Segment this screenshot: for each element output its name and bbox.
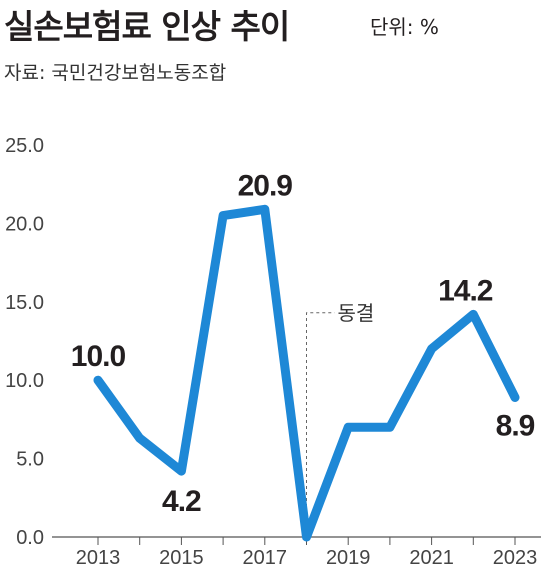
y-tick-label: 20.0 [5,213,44,235]
data-label: 20.9 [238,169,293,202]
x-tick-label: 2015 [159,547,204,569]
y-tick-label: 15.0 [5,292,44,314]
y-tick-label: 5.0 [16,449,44,471]
series-line [93,204,520,542]
data-label: 14.2 [438,274,493,307]
data-label: 4.2 [162,485,201,518]
data-label: 10.0 [71,340,126,373]
x-tick-label: 2021 [409,547,454,569]
unit-label: 단위: % [370,15,439,39]
chart-title: 실손보험료 인상 추이 [4,7,290,46]
x-tick-label: 2017 [243,547,288,569]
x-tick-label: 2019 [326,547,371,569]
y-tick-label: 25.0 [5,135,44,157]
y-tick-label: 0.0 [16,527,44,549]
x-tick-label: 2013 [76,547,121,569]
annotation-label: 동결 [338,301,375,325]
source-label: 자료: 국민건강보험노동조합 [4,62,227,84]
annotation-leader [306,312,335,537]
x-tick-label: 2023 [493,547,538,569]
y-tick-label: 10.0 [5,370,44,392]
data-label: 8.9 [496,409,535,442]
